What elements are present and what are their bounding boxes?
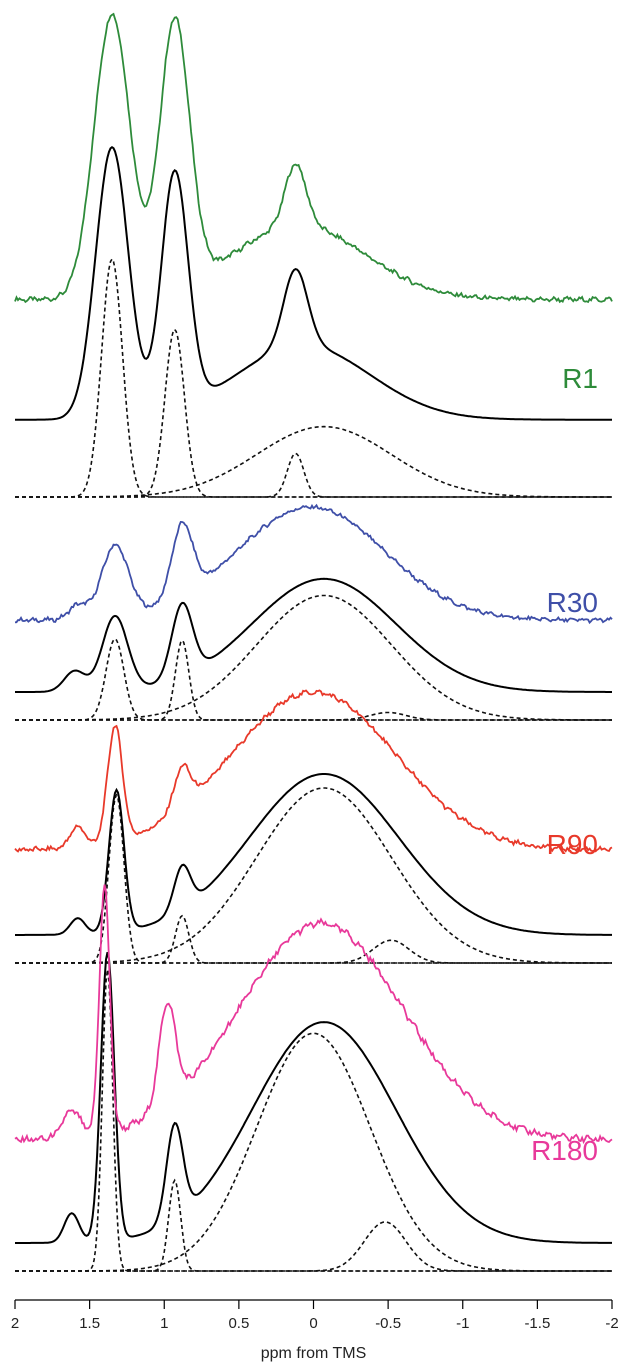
component-4-r90 (15, 939, 612, 964)
panel-r90: R90 (14, 689, 613, 964)
component-1-r90 (15, 793, 612, 964)
panel-r1: R1 (14, 12, 613, 498)
component-2-r1 (15, 328, 612, 498)
panel-r30: R30 (14, 503, 613, 721)
fit-curve-r180 (15, 951, 612, 1244)
x-axis: 2 1.5 1 0.5 0 -0.5 -1 -1.5 -2 ppm from TMS (11, 1299, 619, 1362)
component-1-r30 (15, 638, 612, 721)
fit-curve-r1 (15, 145, 612, 421)
panel-label-r1: R1 (562, 363, 598, 394)
component-4-r30 (15, 711, 612, 721)
x-axis-title: ppm from TMS (261, 1345, 367, 1362)
experimental-curve-r180 (14, 884, 613, 1145)
panel-label-r180: R180 (531, 1135, 598, 1166)
x-tick-label: 1.5 (79, 1315, 100, 1332)
component-3-r30 (15, 594, 612, 721)
x-tick-label: -0.5 (375, 1315, 401, 1332)
component-1-r1 (15, 257, 612, 498)
fit-curve-r90 (15, 773, 612, 936)
experimental-curve-r90 (14, 689, 613, 853)
experimental-curve-r1 (14, 12, 613, 304)
component-4-r1 (15, 425, 612, 498)
component-3-r90 (15, 787, 612, 964)
x-tick-label: -2 (605, 1315, 618, 1332)
component-3-r1 (15, 452, 612, 498)
panel-label-r90: R90 (547, 829, 598, 860)
component-3-r180 (15, 1032, 612, 1272)
component-1-r180 (15, 969, 612, 1272)
panel-label-r30: R30 (547, 587, 598, 618)
fit-curve-r30 (15, 577, 612, 693)
x-tick-label: 0 (309, 1315, 317, 1332)
component-2-r30 (15, 639, 612, 721)
spectra-panels: R1 R30 R90 R180 (14, 12, 613, 1272)
experimental-curve-r30 (14, 503, 613, 625)
component-2-r180 (15, 1178, 612, 1272)
x-tick-label: 1 (160, 1315, 168, 1332)
x-axis-ticks: 2 1.5 1 0.5 0 -0.5 -1 -1.5 -2 (11, 1300, 619, 1332)
x-tick-label: 0.5 (228, 1315, 249, 1332)
x-tick-label: 2 (11, 1315, 19, 1332)
x-tick-label: -1.5 (524, 1315, 550, 1332)
x-tick-label: -1 (456, 1315, 469, 1332)
component-4-r180 (15, 1221, 612, 1272)
panel-r180: R180 (14, 884, 613, 1272)
